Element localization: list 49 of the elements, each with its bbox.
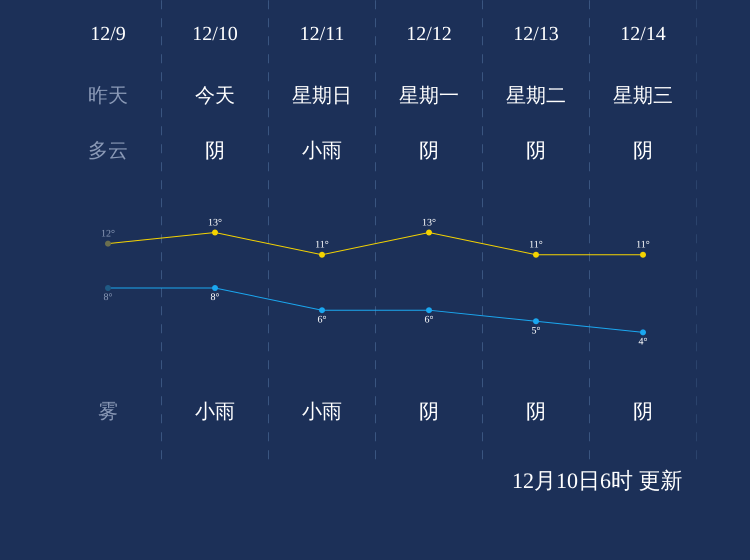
text: 阴 (526, 401, 546, 423)
data-label: 8° (104, 292, 112, 304)
data-label: 12° (101, 228, 115, 240)
text: 阴 (526, 140, 546, 162)
text: 星期二 (506, 85, 566, 107)
text: 阴 (419, 140, 439, 162)
text: 雾 (98, 401, 118, 423)
point (533, 318, 539, 324)
point (426, 307, 432, 314)
data-label: 4° (638, 336, 648, 348)
point (426, 230, 432, 236)
point (319, 252, 325, 258)
text: 星期一 (399, 85, 459, 107)
text: 多云 (88, 140, 128, 162)
point (105, 285, 111, 291)
x-tick-label: 12/11 (300, 22, 344, 45)
text: 昨天 (88, 85, 128, 107)
point (640, 329, 646, 336)
data-label: 8° (210, 292, 220, 304)
data-label: 13° (208, 217, 222, 228)
x-tick-label: 12/13 (513, 22, 559, 45)
data-label: 13° (422, 217, 436, 228)
data-label: 11° (315, 239, 329, 250)
point (212, 285, 218, 291)
text: 小雨 (302, 140, 342, 162)
data-label: 6° (318, 314, 326, 326)
text: 星期日 (292, 85, 352, 107)
x-tick-label: 12/14 (620, 22, 666, 45)
text: 星期三 (613, 85, 673, 107)
text: 阴 (633, 140, 653, 162)
x-tick-label: 12/12 (406, 22, 452, 45)
text: 小雨 (195, 401, 235, 423)
text: 阴 (419, 401, 439, 423)
data-label: 11° (636, 239, 650, 250)
text: 阴 (633, 401, 653, 423)
point (212, 230, 218, 236)
text: 12月10日6时 更新 (512, 468, 682, 493)
x-tick-label: 12/9 (90, 22, 126, 45)
text: 今天 (195, 85, 235, 107)
point (105, 240, 111, 247)
text: 阴 (205, 140, 225, 162)
point (640, 252, 646, 258)
point (319, 307, 325, 314)
x-tick-label: 12/10 (192, 22, 238, 45)
data-label: 5° (532, 326, 540, 337)
data-label: 6° (424, 314, 434, 326)
point (533, 252, 539, 258)
text: 小雨 (302, 401, 342, 423)
data-label: 11° (529, 239, 543, 250)
